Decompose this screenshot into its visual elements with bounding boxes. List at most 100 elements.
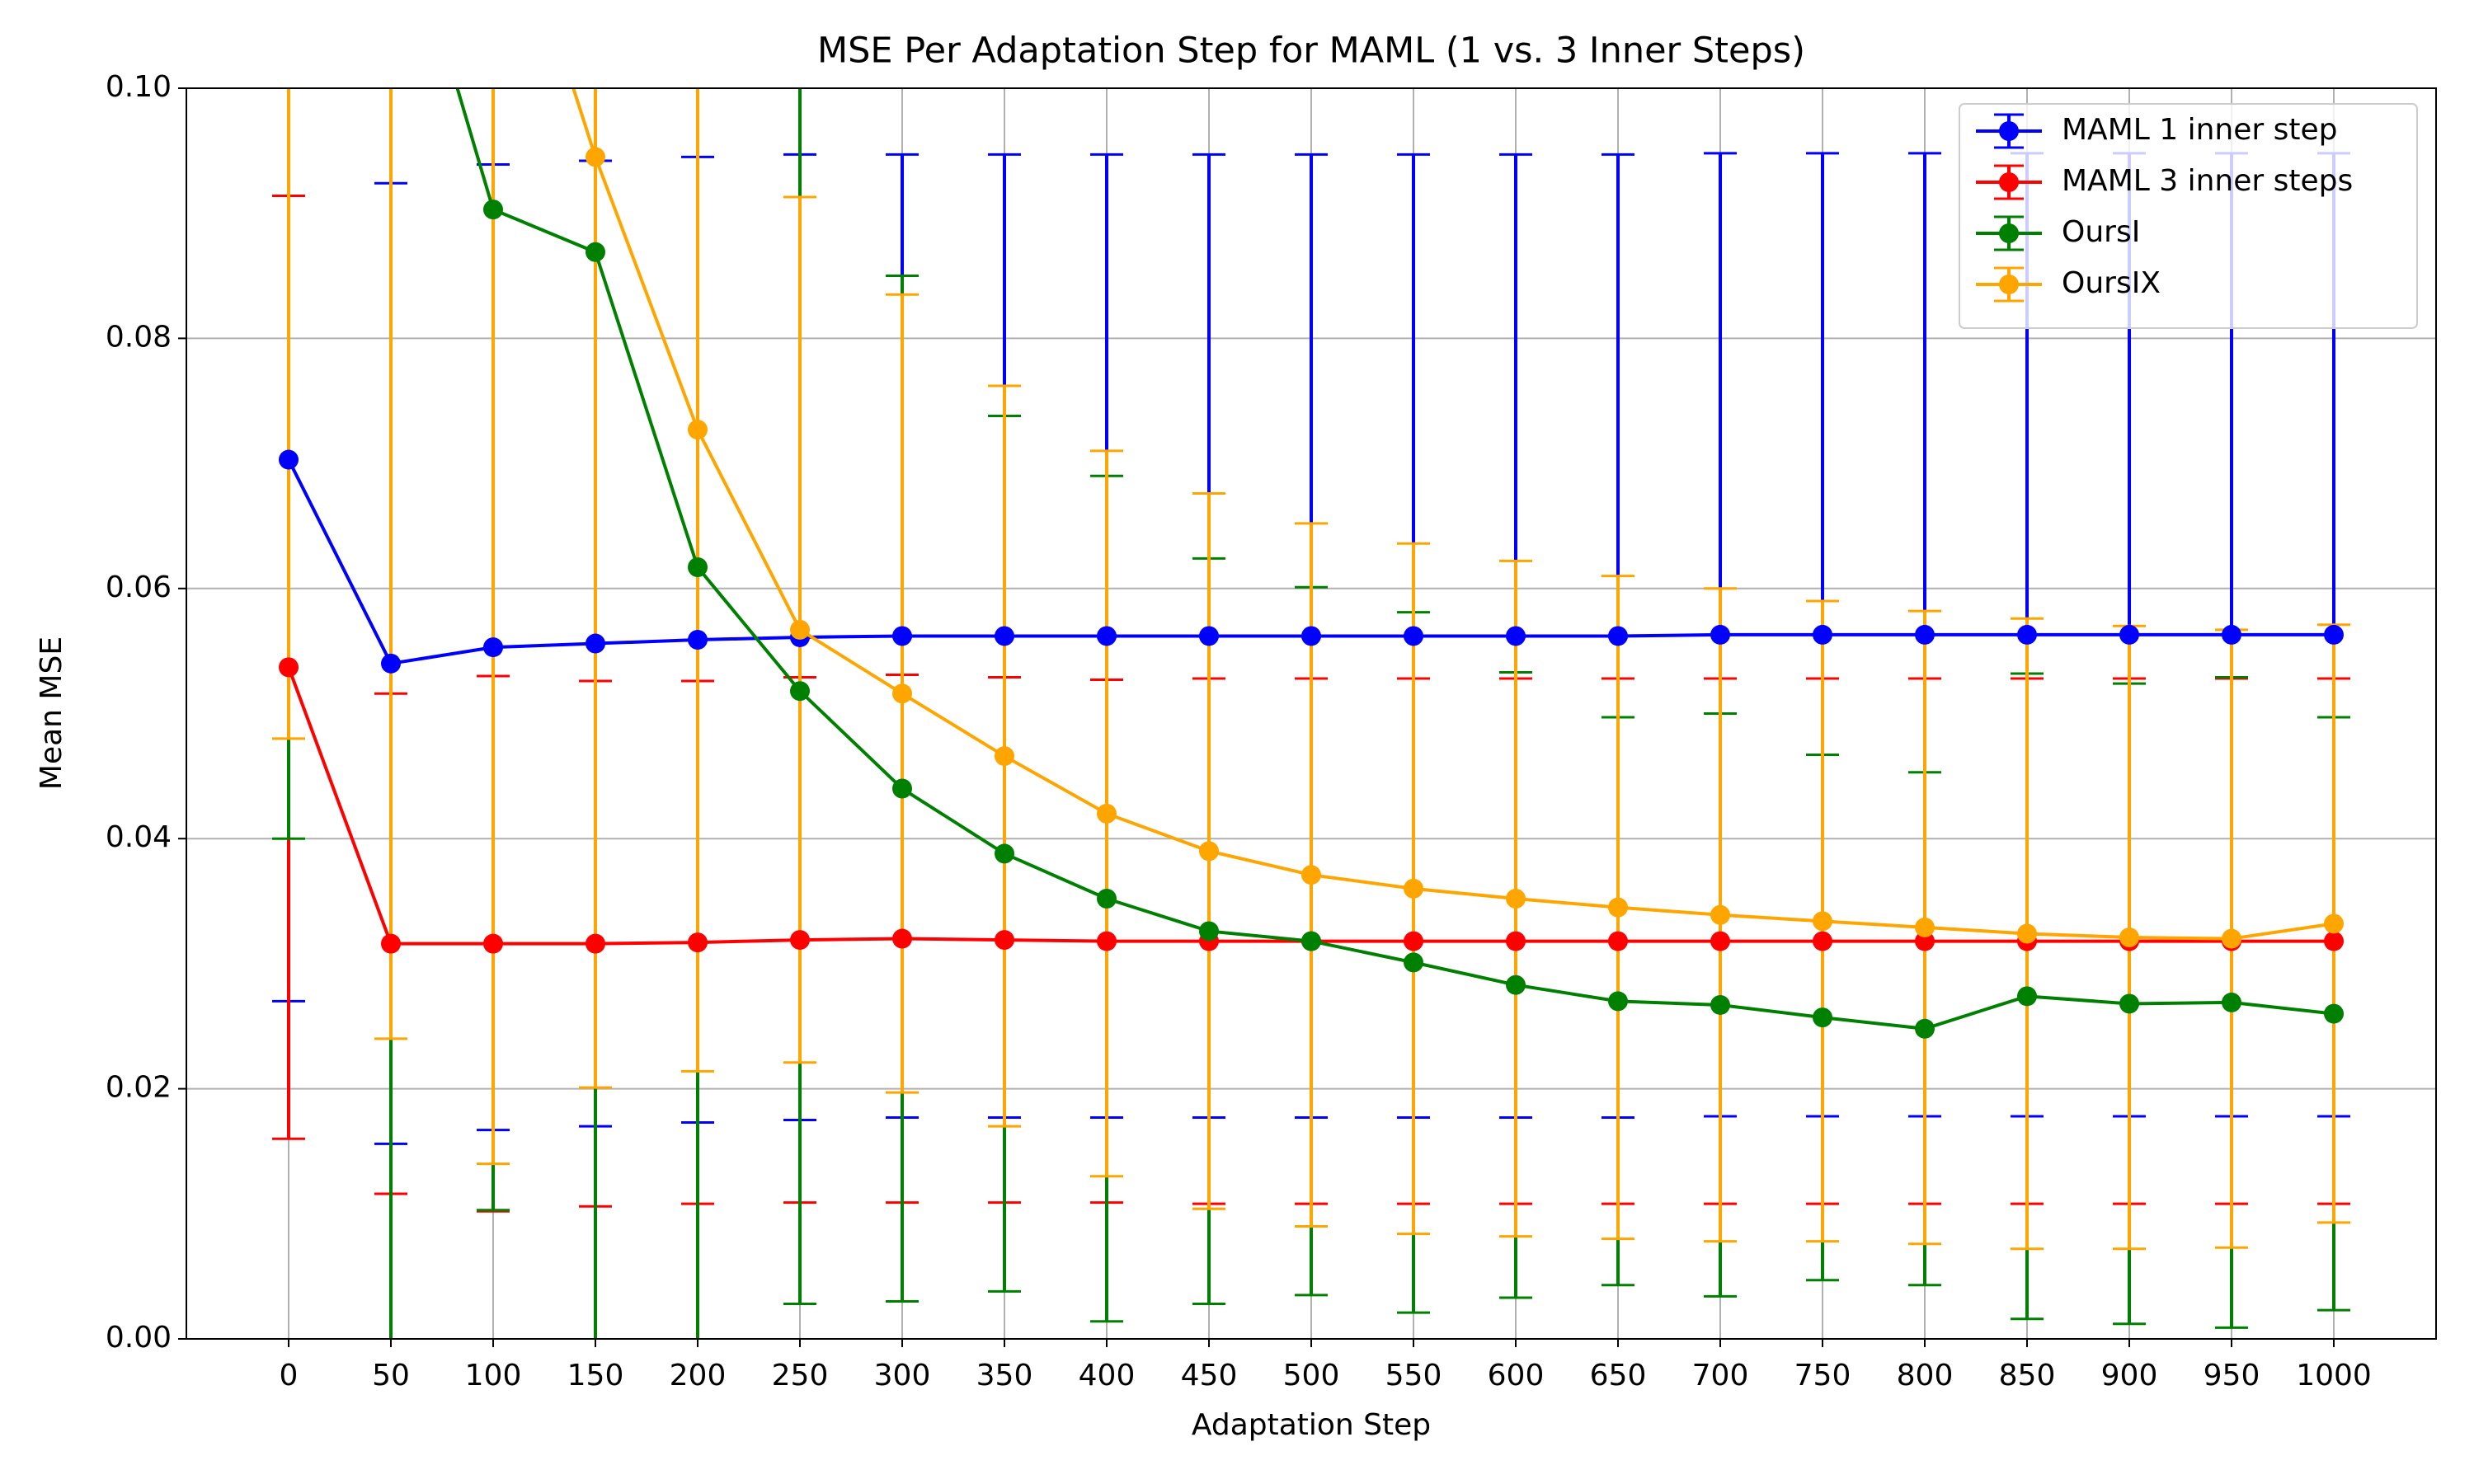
point	[1506, 931, 1526, 951]
point	[483, 637, 503, 658]
point	[2119, 993, 2139, 1014]
point	[586, 242, 605, 262]
x-tick-label: 750	[1794, 1359, 1851, 1392]
point	[1199, 626, 1219, 646]
x-tick-label: 900	[2101, 1359, 2158, 1392]
point	[1097, 626, 1117, 646]
point	[279, 657, 299, 678]
point	[688, 557, 708, 578]
point	[1915, 931, 1935, 951]
point	[2017, 986, 2037, 1007]
point	[1301, 931, 1321, 951]
point	[1813, 911, 1832, 932]
point	[586, 147, 605, 167]
point	[1199, 841, 1219, 862]
point	[892, 626, 912, 646]
point	[1608, 897, 1628, 918]
point	[1506, 889, 1526, 909]
point	[688, 420, 708, 440]
x-tick-label: 400	[1079, 1359, 1136, 1392]
point	[1301, 626, 1321, 646]
legend: MAML 1 inner step MAML 3 inner steps OursI…	[1959, 103, 2418, 329]
legend-label: OursIX	[2062, 266, 2161, 300]
point	[1915, 624, 1935, 645]
x-tick-label: 150	[567, 1359, 624, 1392]
point	[1506, 626, 1526, 646]
x-tick-label: 300	[874, 1359, 931, 1392]
point	[1506, 974, 1526, 995]
point	[1608, 931, 1628, 951]
point	[1813, 1007, 1832, 1028]
point	[2017, 624, 2037, 645]
point	[1097, 803, 1117, 824]
point	[1710, 624, 1730, 645]
legend-label: OursI	[2062, 215, 2140, 249]
x-tick-label: 550	[1385, 1359, 1442, 1392]
y-tick-label: 0.00	[106, 1321, 172, 1355]
point	[1710, 994, 1730, 1015]
y-tick-label: 0.08	[106, 320, 172, 354]
point	[1710, 931, 1730, 951]
legend-label: MAML 3 inner steps	[2062, 164, 2353, 198]
point	[995, 843, 1014, 864]
point	[2222, 928, 2241, 949]
x-tick-label: 250	[772, 1359, 829, 1392]
y-tick-label: 0.02	[106, 1071, 172, 1105]
point	[586, 933, 605, 954]
x-tick-label: 650	[1590, 1359, 1647, 1392]
x-tick-label: 700	[1692, 1359, 1749, 1392]
point	[2119, 624, 2139, 645]
point	[995, 626, 1014, 646]
point	[586, 633, 605, 654]
point	[688, 629, 708, 650]
x-tick-label: 350	[976, 1359, 1033, 1392]
point	[892, 683, 912, 704]
x-tick-label: 1000	[2296, 1359, 2372, 1392]
point	[688, 932, 708, 953]
y-tick-label: 0.04	[106, 820, 172, 854]
point	[1608, 991, 1628, 1012]
point	[1097, 931, 1117, 951]
x-tick-label: 600	[1488, 1359, 1545, 1392]
point	[1813, 931, 1832, 951]
point	[2324, 624, 2344, 645]
legend-marker	[1999, 121, 2019, 141]
point	[1301, 865, 1321, 885]
point	[2324, 931, 2344, 951]
point	[1404, 952, 1423, 973]
ticks: 0 50 100 150 200 250 300 350 400 450 500 550 600 650 7…	[106, 70, 2372, 1392]
x-tick-label: 850	[1999, 1359, 2056, 1392]
point	[2324, 1003, 2344, 1024]
point	[1404, 626, 1423, 646]
chart-title: MSE Per Adaptation Step for MAML (1 vs. …	[817, 31, 1805, 72]
point	[483, 200, 503, 220]
point	[1608, 626, 1628, 646]
x-tick-label: 200	[670, 1359, 727, 1392]
point	[790, 930, 810, 951]
point	[483, 933, 503, 954]
point	[790, 619, 810, 640]
point	[1915, 1018, 1935, 1039]
point	[1915, 917, 1935, 937]
x-tick-label: 500	[1283, 1359, 1340, 1392]
legend-box	[1959, 103, 2418, 329]
point	[995, 746, 1014, 767]
point	[2119, 928, 2139, 948]
point	[1710, 904, 1730, 925]
legend-marker	[1999, 172, 2019, 192]
y-tick-label: 0.06	[106, 571, 172, 604]
point	[2222, 992, 2241, 1012]
point	[1097, 889, 1117, 909]
x-tick-label: 450	[1181, 1359, 1238, 1392]
point	[790, 681, 810, 702]
point	[995, 930, 1014, 951]
point	[1404, 878, 1423, 899]
x-axis-label: Adaptation Step	[1192, 1408, 1431, 1442]
point	[2324, 913, 2344, 934]
x-tick-label: 0	[280, 1359, 299, 1392]
point	[892, 778, 912, 799]
x-tick-label: 50	[372, 1359, 410, 1392]
plot-area	[272, 88, 2350, 1339]
point	[1813, 624, 1832, 645]
